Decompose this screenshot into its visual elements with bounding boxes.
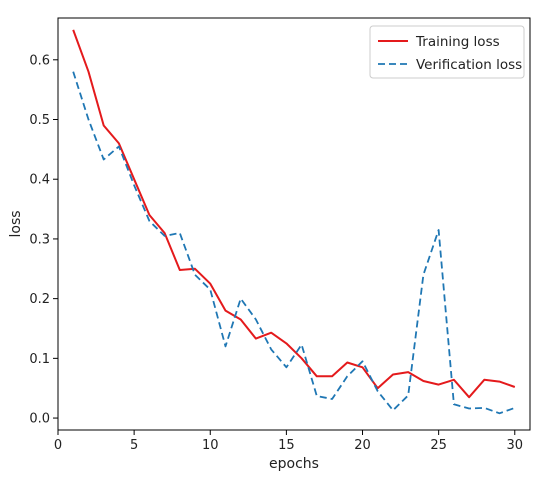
legend-box xyxy=(369,25,525,79)
series-line-verification-loss xyxy=(72,71,516,415)
x-tick-label: 25 xyxy=(430,438,447,453)
x-tick-label: 0 xyxy=(54,438,62,453)
y-tick-label: 0.4 xyxy=(29,173,50,188)
y-axis-ticks: 0.0 0.1 0.2 0.3 0.4 0.5 0.6 xyxy=(29,53,58,427)
series-line-training-loss xyxy=(72,29,516,399)
x-tick-label: 30 xyxy=(507,438,524,453)
x-tick-label: 5 xyxy=(130,438,138,453)
y-tick-label: 0.1 xyxy=(29,352,50,367)
y-tick-label: 0.0 xyxy=(29,412,50,427)
x-tick-label: 10 xyxy=(202,438,219,453)
x-tick-label: 15 xyxy=(278,438,295,453)
x-axis-label: epochs xyxy=(269,456,319,472)
y-tick-label: 0.5 xyxy=(29,113,50,128)
x-axis-ticks: 0 5 10 15 20 25 30 xyxy=(54,430,523,453)
y-tick-label: 0.3 xyxy=(29,232,50,247)
legend-label-training-loss: Training loss xyxy=(415,34,500,50)
series-layer xyxy=(72,29,516,415)
x-tick-label: 20 xyxy=(354,438,371,453)
legend: Training loss Verification loss xyxy=(369,25,525,79)
y-tick-label: 0.6 xyxy=(29,53,50,68)
plot-frame xyxy=(57,17,531,431)
legend-label-verification-loss: Verification loss xyxy=(416,57,522,73)
y-axis-label: loss xyxy=(8,210,24,237)
y-tick-label: 0.2 xyxy=(29,292,50,307)
